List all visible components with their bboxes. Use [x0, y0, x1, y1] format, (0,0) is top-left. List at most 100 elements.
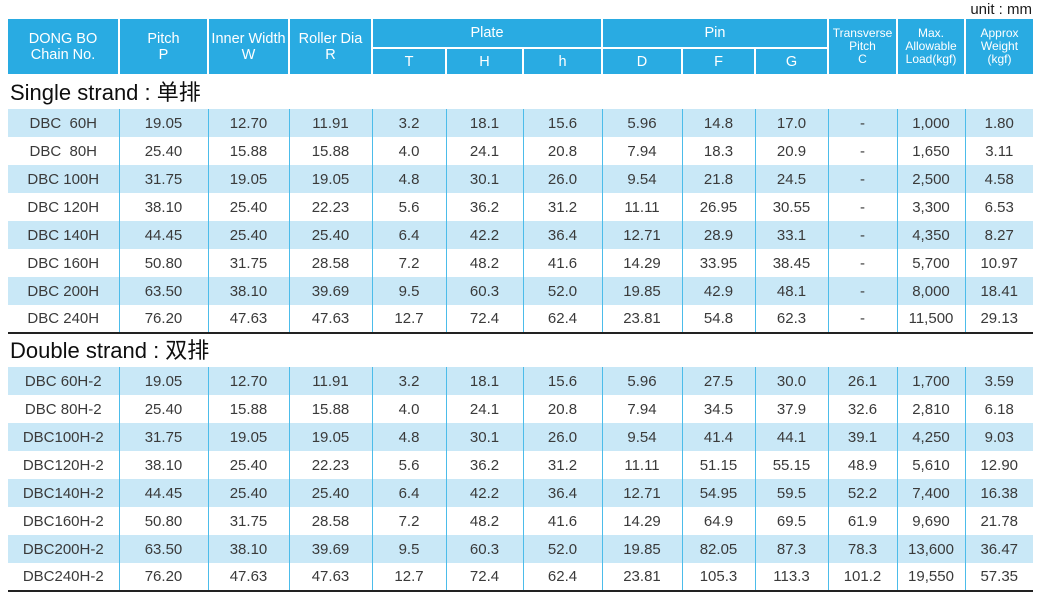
value-cell: 23.81: [601, 563, 682, 591]
value-cell: 12.7: [371, 563, 446, 591]
value-cell: -: [827, 193, 897, 221]
value-cell: 48.2: [445, 507, 523, 535]
value-cell: 33.1: [754, 221, 828, 249]
value-cell: 36.2: [445, 193, 523, 221]
col-header-roller-dia: Roller Dia R: [288, 19, 373, 76]
value-cell: 4.0: [371, 395, 446, 423]
value-cell: 4.0: [371, 137, 446, 165]
table-row: DBC 120H 38.10 25.40 22.23 5.6 36.2 31.2 11.11 2…: [8, 193, 1033, 221]
chain-no-cell: DBC 240H: [27, 310, 100, 327]
value-cell: 52.0: [522, 277, 602, 305]
value-cell: 11,500: [896, 305, 965, 333]
value-cell: 32.6: [827, 395, 897, 423]
value-cell: 21.78: [964, 507, 1033, 535]
value-cell: 19.05: [288, 165, 372, 193]
value-cell: 41.6: [522, 249, 602, 277]
value-cell: 44.1: [754, 423, 828, 451]
value-cell: 47.63: [288, 305, 372, 333]
value-cell: 18.1: [445, 367, 523, 395]
value-cell: 4,250: [896, 423, 965, 451]
value-cell: 38.10: [207, 535, 289, 563]
col-group-pin: Pin: [601, 19, 829, 49]
value-cell: -: [827, 165, 897, 193]
value-cell: 48.1: [754, 277, 828, 305]
value-cell: 10.97: [964, 249, 1033, 277]
value-cell: 9.5: [371, 277, 446, 305]
value-cell: 47.63: [288, 563, 372, 591]
value-cell: 25.40: [118, 395, 208, 423]
value-cell: 31.75: [207, 507, 289, 535]
table-row: DBC 240H 76.20 47.63 47.63 12.7 72.4 62.4 23.81…: [8, 305, 1033, 333]
value-cell: 1,000: [896, 109, 965, 137]
value-cell: 54.95: [681, 479, 755, 507]
value-cell: 16.38: [964, 479, 1033, 507]
value-cell: 1,700: [896, 367, 965, 395]
value-cell: 4.8: [371, 165, 446, 193]
value-cell: 12.71: [601, 479, 682, 507]
double-strand-table: DBC 60H-2 19.05 12.70 11.91 3.2 18.1 15.6 5.96 2…: [8, 367, 1033, 592]
value-cell: 20.8: [522, 395, 602, 423]
value-cell: 11.91: [288, 109, 372, 137]
value-cell: 76.20: [118, 563, 208, 591]
table-row: DBC 140H 44.45 25.40 25.40 6.4 42.2 36.4 12.71 2…: [8, 221, 1033, 249]
value-cell: 19.85: [601, 277, 682, 305]
value-cell: 19.85: [601, 535, 682, 563]
value-cell: 30.55: [754, 193, 828, 221]
value-cell: 9.03: [964, 423, 1033, 451]
value-cell: 38.45: [754, 249, 828, 277]
value-cell: 19.05: [207, 165, 289, 193]
chain-no-cell: DBC 100H: [27, 170, 100, 188]
value-cell: -: [827, 277, 897, 305]
value-cell: 6.53: [964, 193, 1033, 221]
single-strand-table: DBC 60H 19.05 12.70 11.91 3.2 18.1 15.6 5.96 14.…: [8, 109, 1033, 334]
table-row: DBC 80H 25.40 15.88 15.88 4.0 24.1 20.8 7.94 18.…: [8, 137, 1033, 165]
value-cell: 19.05: [207, 423, 289, 451]
value-cell: 14.29: [601, 507, 682, 535]
value-cell: 78.3: [827, 535, 897, 563]
value-cell: 44.45: [118, 479, 208, 507]
value-cell: 38.10: [118, 451, 208, 479]
value-cell: 5,700: [896, 249, 965, 277]
value-cell: 59.5: [754, 479, 828, 507]
value-cell: 36.2: [445, 451, 523, 479]
section-title-double-strand: Double strand : 双排: [10, 338, 210, 363]
value-cell: -: [827, 305, 897, 333]
section-title-single-strand: Single strand : 单排: [10, 80, 201, 105]
value-cell: 3.59: [964, 367, 1033, 395]
value-cell: 47.63: [207, 305, 289, 333]
value-cell: 19.05: [118, 109, 208, 137]
value-cell: 33.95: [681, 249, 755, 277]
value-cell: 15.88: [207, 395, 289, 423]
value-cell: 63.50: [118, 535, 208, 563]
value-cell: 29.13: [964, 305, 1033, 333]
value-cell: 12.71: [601, 221, 682, 249]
value-cell: 50.80: [118, 507, 208, 535]
value-cell: 6.4: [371, 479, 446, 507]
value-cell: 31.2: [522, 451, 602, 479]
chain-no-cell: DBC100H-2: [22, 428, 104, 446]
value-cell: -: [827, 137, 897, 165]
value-cell: 105.3: [681, 563, 755, 591]
value-cell: 26.1: [827, 367, 897, 395]
value-cell: 21.8: [681, 165, 755, 193]
double-strand-body: DBC 60H-2 19.05 12.70 11.91 3.2 18.1 15.6 5.96 2…: [8, 367, 1033, 591]
value-cell: 36.47: [964, 535, 1033, 563]
col-header-max-load: Max. Allowable Load(kgf): [896, 19, 966, 76]
single-strand-body: DBC 60H 19.05 12.70 11.91 3.2 18.1 15.6 5.96 14.…: [8, 109, 1033, 333]
value-cell: 62.4: [522, 563, 602, 591]
value-cell: 51.15: [681, 451, 755, 479]
value-cell: 57.35: [964, 563, 1033, 591]
value-cell: 31.75: [118, 165, 208, 193]
table-row: DBC140H-2 44.45 25.40 25.40 6.4 42.2 36.4 12.71…: [8, 479, 1033, 507]
value-cell: 72.4: [445, 305, 523, 333]
chain-no-cell: DBC 60H: [29, 114, 98, 132]
header-sub-row: T H h D F G: [8, 47, 1033, 76]
value-cell: 27.5: [681, 367, 755, 395]
value-cell: 23.81: [601, 305, 682, 333]
table-row: DBC240H-2 76.20 47.63 47.63 12.7 72.4 62.4 23.8…: [8, 563, 1033, 591]
catalog-page: unit : mm DONG BO Chain No. Pitch P Inne…: [8, 1, 1033, 592]
value-cell: 18.41: [964, 277, 1033, 305]
value-cell: 34.5: [681, 395, 755, 423]
table-row: DBC 200H 63.50 38.10 39.69 9.5 60.3 52.0 19.85 4…: [8, 277, 1033, 305]
col-header-chain-no: DONG BO Chain No.: [8, 19, 120, 76]
